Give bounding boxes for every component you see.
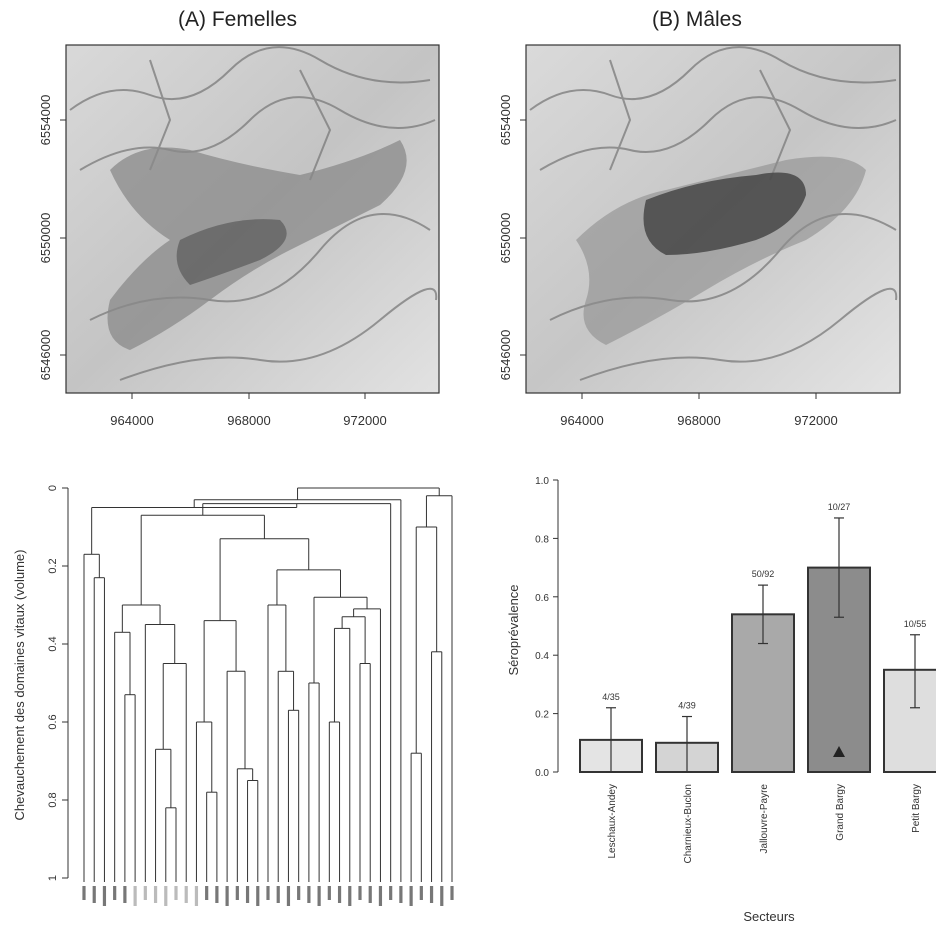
category-label: Leschaux-Andey bbox=[607, 784, 618, 859]
dendrogram-leaf-label bbox=[450, 886, 454, 900]
category-label: Charnieux-Buclon bbox=[683, 784, 694, 864]
map-xtick-males: 968000 bbox=[677, 413, 720, 428]
dendrogram-leaf-label bbox=[205, 886, 209, 900]
dendrogram-leaf-label bbox=[102, 886, 107, 906]
count-label: 50/92 bbox=[752, 569, 775, 579]
dendrogram-leaf-label bbox=[235, 886, 239, 900]
barchart-panel: Séroprévalence Secteurs 0.0 0.2 0.4 0.6 0.8 1… bbox=[470, 460, 936, 931]
map-xtick-femelles: 964000 bbox=[110, 413, 153, 428]
dendrogram-y-tick-label: 0.2 bbox=[47, 558, 59, 573]
dendrogram-leaf-label bbox=[256, 886, 260, 906]
dendrogram-leaf-label bbox=[113, 886, 117, 900]
dendrogram-y-axis: 0 0.2 0.4 0.6 0.8 1 bbox=[47, 485, 69, 881]
map-ytick-males: 6554000 bbox=[498, 95, 513, 146]
dendrogram-y-tick-label: 0.8 bbox=[47, 792, 59, 807]
dendrogram-leaf-label bbox=[358, 886, 362, 900]
dendrogram-leaf-label bbox=[429, 886, 434, 903]
bar bbox=[883, 668, 936, 773]
map-ytick-femelles: 6546000 bbox=[38, 330, 53, 381]
dendrogram-leaf-label bbox=[164, 886, 168, 906]
dendrogram-y-tick-label: 0.4 bbox=[47, 636, 59, 651]
category-label: Petit Bargy bbox=[911, 784, 922, 833]
category-label: Grand Bargy bbox=[835, 784, 846, 841]
map-y-axis-males bbox=[520, 119, 526, 356]
barchart-y-tick-label: 0.0 bbox=[535, 768, 549, 779]
dendrogram-y-tick-label: 0 bbox=[47, 485, 59, 491]
dendrogram-panel: Chevauchement des domaines vitaux (volum… bbox=[0, 460, 470, 931]
dendrogram-leaf-label bbox=[337, 886, 342, 903]
dendrogram-leaf-label bbox=[82, 886, 86, 900]
dendrogram-leaf-label bbox=[194, 886, 199, 906]
map-ytick-femelles: 6550000 bbox=[38, 213, 53, 264]
map-title-femelles: (A) Femelles bbox=[178, 8, 298, 31]
count-label: 10/27 bbox=[828, 502, 851, 512]
barchart-y-tick-label: 0.8 bbox=[535, 534, 549, 545]
dendrogram-leaf-label bbox=[143, 886, 147, 900]
map-title-males: (B) Mâles bbox=[652, 8, 742, 31]
dendrogram-leaf-label bbox=[266, 886, 270, 900]
map-panel-males: (B) Mâles 964000 968000 972000 6546000 6… bbox=[466, 0, 936, 440]
dendrogram-leaf-label bbox=[389, 886, 393, 900]
barchart-ylabel: Séroprévalence bbox=[506, 584, 521, 675]
count-label: 4/35 bbox=[602, 692, 620, 702]
dendrogram-leaf-label bbox=[307, 886, 311, 903]
dendrogram-leaf-label bbox=[245, 886, 250, 903]
dendrogram-leaf-label bbox=[225, 886, 229, 906]
dendrogram-leaf-label bbox=[123, 886, 127, 903]
barchart-y-tick-label: 1.0 bbox=[535, 476, 549, 487]
barchart-y-tick-label: 0.4 bbox=[535, 651, 549, 662]
map-ytick-femelles: 6554000 bbox=[38, 95, 53, 146]
triangle-marker bbox=[833, 746, 845, 757]
dendrogram-leaf-label bbox=[184, 886, 188, 903]
count-label: 4/39 bbox=[678, 701, 696, 711]
dendrogram-leaf-label bbox=[368, 886, 372, 903]
map-panel-femelles: (A) Femelles 964000 968000 972000 654600… bbox=[0, 0, 470, 440]
dendrogram-leaf-label bbox=[327, 886, 331, 900]
dendrogram-leaf-label bbox=[317, 886, 321, 906]
map-xtick-femelles: 968000 bbox=[227, 413, 270, 428]
map-x-axis-femelles bbox=[131, 393, 366, 399]
category-label: Jallouvre-Payre bbox=[759, 784, 770, 854]
map-xtick-males: 964000 bbox=[560, 413, 603, 428]
dendrogram-tree bbox=[83, 487, 453, 882]
dendrogram-ylabel: Chevauchement des domaines vitaux (volum… bbox=[12, 550, 27, 821]
map-xtick-males: 972000 bbox=[794, 413, 837, 428]
dendrogram-leaf-label bbox=[399, 886, 403, 903]
map-femelles: 964000 968000 972000 6546000 6550000 655… bbox=[38, 44, 440, 428]
map-ytick-males: 6546000 bbox=[498, 330, 513, 381]
dendrogram-leaf-label bbox=[409, 886, 413, 906]
terrain-ridges-femelles bbox=[69, 46, 438, 381]
dendrogram-leaf-label bbox=[133, 886, 137, 906]
dendrogram-leaf-label bbox=[378, 886, 383, 906]
dendrogram-leaf-label bbox=[348, 886, 352, 906]
map-xtick-femelles: 972000 bbox=[343, 413, 386, 428]
dendrogram-leaf-label bbox=[440, 886, 444, 906]
home-range-core-males bbox=[643, 172, 806, 255]
dendrogram-leaf-label bbox=[419, 886, 423, 900]
seroprevalence-barchart: Séroprévalence Secteurs 0.0 0.2 0.4 0.6 0.8 1… bbox=[506, 476, 936, 924]
barchart-y-tick-label: 0.2 bbox=[535, 710, 549, 721]
dendrogram-leaf-label bbox=[153, 886, 158, 903]
dendrogram-leaf-label bbox=[174, 886, 178, 900]
barchart-bars: 4/35 Leschaux-Andey 4/39 Charnieux-Buclon 50… bbox=[579, 502, 936, 864]
barchart-xlabel: Secteurs bbox=[743, 909, 795, 924]
dendrogram-y-tick-label: 1 bbox=[47, 875, 59, 881]
map-y-axis-femelles bbox=[60, 119, 66, 356]
barchart-y-tick-label: 0.6 bbox=[535, 593, 549, 604]
dendrogram-leaf-label bbox=[297, 886, 301, 900]
dendrogram-y-tick-label: 0.6 bbox=[47, 714, 59, 729]
home-range-core-femelles bbox=[176, 219, 287, 285]
dendrogram-leaf-label bbox=[92, 886, 96, 903]
dendrogram-leaf-label bbox=[215, 886, 219, 903]
map-males: 964000 968000 972000 6546000 6550000 655… bbox=[498, 44, 901, 428]
count-label: 10/55 bbox=[904, 619, 927, 629]
dendrogram-leaf-labels bbox=[82, 886, 454, 906]
map-ytick-males: 6550000 bbox=[498, 213, 513, 264]
barchart-y-axis: 0.0 0.2 0.4 0.6 0.8 1.0 bbox=[535, 476, 559, 779]
dendrogram-leaf-label bbox=[276, 886, 280, 903]
map-x-axis-males bbox=[581, 393, 817, 399]
dendrogram-leaf-label bbox=[286, 886, 291, 906]
dendrogram: Chevauchement des domaines vitaux (volum… bbox=[12, 485, 454, 906]
